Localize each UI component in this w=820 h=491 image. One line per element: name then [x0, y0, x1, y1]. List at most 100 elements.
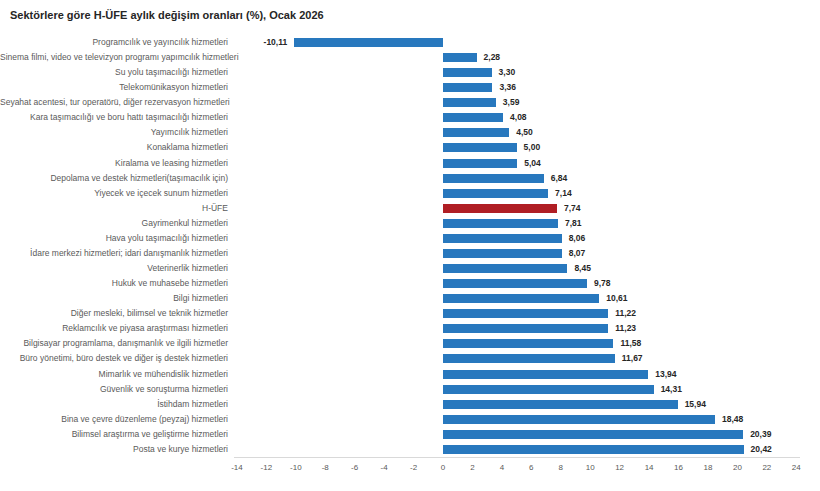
x-axis-tick-label: 4: [500, 463, 504, 472]
value-label: 3,30: [499, 65, 516, 80]
bar: [443, 339, 613, 348]
x-axis-tick-label: 6: [529, 463, 533, 472]
category-label: Gayrimenkul hizmetleri: [0, 216, 228, 231]
value-label: 8,45: [574, 261, 591, 276]
category-label: Kiralama ve leasing hizmetleri: [0, 156, 228, 171]
bar: [443, 294, 599, 303]
value-label: 11,23: [615, 321, 636, 336]
value-label: 5,00: [524, 140, 541, 155]
category-label: Programcılık ve yayıncılık hizmetleri: [0, 35, 228, 50]
bar-row: Veterinerlik hizmetleri 8,45: [0, 261, 820, 276]
category-label: İstihdam hizmetleri: [0, 397, 228, 412]
bar: [294, 38, 443, 47]
plot-area: Programcılık ve yayıncılık hizmetleri -10…: [0, 35, 820, 458]
value-label: 2,28: [484, 50, 501, 65]
bar-row: Gayrimenkul hizmetleri 7,81: [0, 216, 820, 231]
bar-row: Bina ve çevre düzenleme (peyzaj) hizmetl…: [0, 412, 820, 427]
x-axis-tick-label: -8: [322, 463, 329, 472]
category-label: Konaklama hizmetleri: [0, 140, 228, 155]
bar: [443, 415, 715, 424]
x-axis-tick-label: -4: [381, 463, 388, 472]
bar-row: Sinema filmi, video ve televizyon progra…: [0, 50, 820, 65]
category-label: Depolama ve destek hizmetleri(taşımacılı…: [0, 171, 228, 186]
category-label: Bilgi hizmetleri: [0, 291, 228, 306]
value-label: 3,59: [503, 95, 520, 110]
value-label: 8,07: [569, 246, 586, 261]
value-label: 13,94: [655, 367, 676, 382]
bar-row: Hukuk ve muhasebe hizmetleri9,78: [0, 276, 820, 291]
bar: [443, 445, 744, 454]
bar-row: Seyahat acentesi, tur operatörü, diğer r…: [0, 95, 820, 110]
bar: [443, 98, 496, 107]
bar-row: Su yolu taşımacılığı hizmetleri3,30: [0, 65, 820, 80]
bar-row: Konaklama hizmetleri 5,00: [0, 140, 820, 155]
category-label: Bina ve çevre düzenleme (peyzaj) hizmetl…: [0, 412, 228, 427]
x-axis-tick-label: -6: [351, 463, 358, 472]
bar-row: Mimarlık ve mühendislik hizmetleri 13,94: [0, 367, 820, 382]
bar-row: Depolama ve destek hizmetleri(taşımacılı…: [0, 171, 820, 186]
bar-row: Bilimsel araştırma ve geliştirme hizmetl…: [0, 427, 820, 442]
category-label: Hava yolu taşımacılığı hizmetleri: [0, 231, 228, 246]
bar-row: Bilgi hizmetleri 10,61: [0, 291, 820, 306]
bar: [443, 53, 477, 62]
bar-row: İdare merkezi hizmetleri; idari danışman…: [0, 246, 820, 261]
category-label: Hukuk ve muhasebe hizmetleri: [0, 276, 228, 291]
category-label: Sinema filmi, video ve televizyon progra…: [0, 50, 228, 65]
bar-row: Bilgisayar programlama, danışmanlık ve i…: [0, 336, 820, 351]
x-axis-tick-label: 24: [792, 463, 801, 472]
bar-row: Yayımcılık hizmetleri 4,50: [0, 125, 820, 140]
bar: [443, 83, 492, 92]
category-label: Seyahat acentesi, tur operatörü, diğer r…: [0, 95, 228, 110]
bar: [443, 113, 503, 122]
category-label: Yiyecek ve içecek sunum hizmetleri: [0, 186, 228, 201]
category-label: Yayımcılık hizmetleri: [0, 125, 228, 140]
bar: [443, 68, 492, 77]
category-label: Posta ve kurye hizmetleri: [0, 442, 228, 457]
bar: [443, 128, 509, 137]
x-axis-tick-label: 12: [615, 463, 624, 472]
highlight-bar: [443, 204, 557, 213]
bar-row: Kiralama ve leasing hizmetleri 5,04: [0, 156, 820, 171]
bar-row: Hava yolu taşımacılığı hizmetleri 8,06: [0, 231, 820, 246]
hufe-monthly-change-bar-chart: Sektörlere göre H-ÜFE aylık değişim oran…: [0, 0, 820, 491]
bar-row: İstihdam hizmetleri 15,94: [0, 397, 820, 412]
x-axis-ticks: -14-12-10-8-6-4-2024681012141618202224: [0, 463, 820, 477]
value-label: 11,22: [615, 306, 636, 321]
value-label: 7,81: [565, 216, 582, 231]
category-label: Veterinerlik hizmetleri: [0, 261, 228, 276]
value-label: 5,04: [524, 156, 541, 171]
bar-row: Posta ve kurye hizmetleri 20,42: [0, 442, 820, 457]
x-axis-tick-label: 20: [733, 463, 742, 472]
category-label: Mimarlık ve mühendislik hizmetleri: [0, 367, 228, 382]
bar: [443, 370, 648, 379]
bar: [443, 143, 517, 152]
value-label: 11,58: [620, 336, 641, 351]
value-label: 4,50: [516, 125, 533, 140]
category-label: Bilgisayar programlama, danışmanlık ve i…: [0, 336, 228, 351]
category-label: Kara taşımacılığı ve boru hattı taşımacı…: [0, 110, 228, 125]
category-label: Bilimsel araştırma ve geliştirme hizmetl…: [0, 427, 228, 442]
bar-row: Güvenlik ve soruşturma hizmetleri14,31: [0, 382, 820, 397]
x-axis-line: [234, 457, 800, 458]
bar: [443, 219, 558, 228]
bar: [443, 279, 587, 288]
value-label: 3,36: [499, 80, 516, 95]
bar: [443, 430, 743, 439]
value-label: -10,11: [264, 35, 288, 50]
x-axis-tick-label: 2: [470, 463, 474, 472]
bar-row: Programcılık ve yayıncılık hizmetleri -10…: [0, 35, 820, 50]
value-label: 20,42: [751, 442, 772, 457]
bar-row: Kara taşımacılığı ve boru hattı taşımacı…: [0, 110, 820, 125]
value-label: 11,67: [622, 351, 643, 366]
x-axis-tick-label: -2: [410, 463, 417, 472]
x-axis-tick-label: 10: [586, 463, 595, 472]
bar: [443, 189, 548, 198]
value-label: 10,61: [606, 291, 627, 306]
category-label: Güvenlik ve soruşturma hizmetleri: [0, 382, 228, 397]
x-axis-tick-label: -10: [290, 463, 302, 472]
value-label: 15,94: [685, 397, 706, 412]
chart-title: Sektörlere göre H-ÜFE aylık değişim oran…: [10, 9, 324, 21]
category-label: Büro yönetimi, büro destek ve diğer iş d…: [0, 351, 228, 366]
value-label: 8,06: [569, 231, 586, 246]
x-axis-tick-label: 22: [762, 463, 771, 472]
